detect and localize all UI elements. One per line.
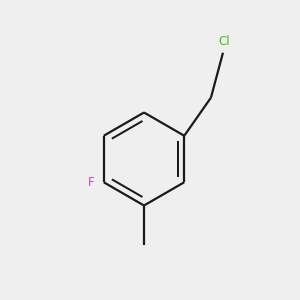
Text: F: F: [88, 176, 95, 189]
Text: Cl: Cl: [219, 35, 230, 48]
